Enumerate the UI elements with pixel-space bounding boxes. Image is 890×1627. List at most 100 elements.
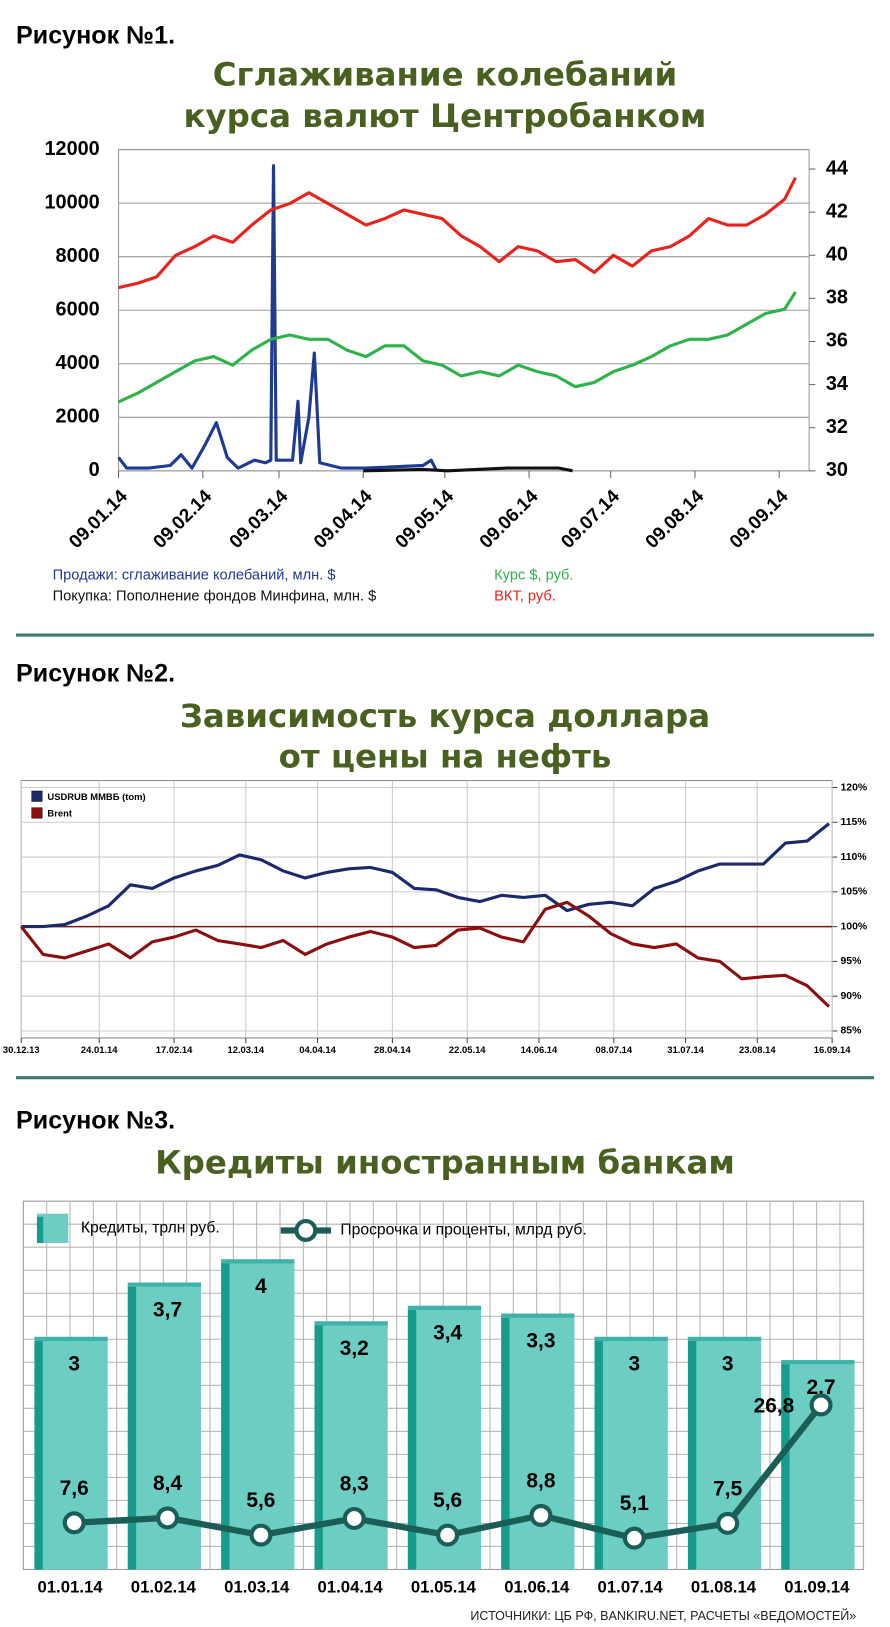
figure-label: Рисунок №3. [16, 1106, 175, 1134]
legend-entry: Кредиты, трлн руб. [81, 1219, 220, 1236]
series-line [21, 822, 830, 929]
bar-side [781, 1364, 790, 1570]
x-tick-label: 01.09.14 [784, 1578, 850, 1597]
line-value-label: 7,6 [60, 1477, 89, 1500]
y-tick-label: 90% [841, 991, 863, 1002]
line-value-label: 5,6 [433, 1489, 462, 1512]
legend-entry: USDRUB ММВБ (tom) [47, 791, 145, 802]
legend-entry: Продажи: сглаживание колебаний, млн. $ [53, 567, 336, 583]
y-tick-label: 0 [89, 459, 100, 481]
figure-label: Рисунок №1. [16, 21, 175, 49]
chart-title: Зависимость курса доллара [180, 697, 710, 735]
legend-entry: ВКТ, руб. [494, 588, 556, 604]
bar-side [221, 1263, 230, 1570]
line-marker [62, 1511, 86, 1535]
line-marker [716, 1511, 740, 1535]
bar-side [34, 1341, 43, 1570]
line-marker [156, 1506, 180, 1530]
chart-title: от цены на нефть [279, 738, 612, 776]
x-tick-label: 01.03.14 [224, 1578, 290, 1597]
figure-label: Рисунок №2. [16, 660, 175, 688]
bar-value-label: 4 [255, 1275, 267, 1298]
line-marker [622, 1526, 646, 1550]
line-marker [809, 1393, 833, 1417]
legend-entry: Курс $, руб. [494, 567, 573, 583]
legend-entry: Brent [47, 808, 72, 819]
y2-tick-label: 36 [826, 330, 848, 352]
bar-top [687, 1336, 762, 1342]
bar-top [127, 1282, 202, 1287]
chart-title: Кредиты иностранным банкам [155, 1144, 735, 1182]
bar-value-label: 2,7 [806, 1376, 835, 1399]
y2-tick-label: 32 [826, 416, 848, 438]
bar [501, 1313, 575, 1570]
x-tick-label: 23.08.14 [739, 1044, 776, 1055]
bar-top [501, 1313, 575, 1318]
x-tick-label: 31.07.14 [667, 1044, 704, 1055]
bar-value-label: 3,4 [433, 1322, 462, 1345]
bar-value-label: 3 [722, 1353, 734, 1376]
bar-top [314, 1321, 388, 1326]
x-tick-label: 08.07.14 [596, 1044, 633, 1055]
bar-value-label: 3,7 [153, 1298, 182, 1321]
series-line [117, 164, 439, 472]
plot-frame [20, 780, 833, 1039]
legend-swatch [36, 1216, 44, 1244]
y-tick-label: 10000 [44, 191, 99, 213]
legend-entry: Просрочка и проценты, млрд руб. [340, 1222, 586, 1239]
series-line [118, 176, 797, 290]
y-tick-label: 85% [841, 1026, 863, 1037]
line-value-label: 8,3 [340, 1473, 369, 1496]
bar-top [34, 1336, 108, 1342]
bar [221, 1259, 295, 1570]
x-tick-label: 30.12.13 [3, 1044, 40, 1055]
y-tick-label: 95% [841, 956, 863, 967]
legend-swatch [31, 790, 43, 802]
y-tick-label: 12000 [44, 138, 99, 160]
y2-tick-label: 38 [826, 287, 848, 309]
x-tick-label: 22.05.14 [449, 1044, 486, 1055]
line-value-label: 26,8 [754, 1395, 795, 1418]
bar-value-label: 3 [629, 1353, 641, 1376]
y2-tick-label: 42 [826, 200, 848, 222]
bar-side [127, 1286, 137, 1570]
y-tick-label: 4000 [56, 352, 100, 374]
line-value-label: 8,4 [153, 1472, 182, 1495]
y2-tick-label: 30 [826, 459, 848, 481]
chart-title: Сглаживание колебаний [213, 55, 678, 93]
bar-side [594, 1341, 603, 1570]
y-tick-label: 115% [841, 817, 868, 828]
y2-tick-label: 44 [826, 157, 848, 179]
y-tick-label: 120% [841, 782, 868, 793]
x-tick-label: 01.06.14 [504, 1578, 570, 1597]
x-tick-label: 14.06.14 [521, 1044, 558, 1055]
line-marker [249, 1523, 273, 1547]
series-line [363, 466, 573, 473]
x-tick-label: 01.05.14 [411, 1578, 477, 1597]
series-line [20, 900, 831, 1008]
line-marker [342, 1506, 366, 1531]
bar-value-label: 3,3 [526, 1329, 555, 1352]
x-tick-label: 01.07.14 [598, 1578, 664, 1597]
bar-side [687, 1341, 697, 1570]
x-tick-label: 16.09.14 [814, 1044, 851, 1055]
line-value-label: 7,5 [713, 1477, 742, 1500]
x-tick-label: 24.01.14 [81, 1044, 118, 1055]
x-tick-label: 28.04.14 [374, 1044, 411, 1055]
bar-side [407, 1310, 417, 1570]
legend-swatch [294, 1218, 318, 1242]
bar-value-label: 3,2 [340, 1337, 369, 1360]
x-tick-label: 01.02.14 [131, 1578, 197, 1597]
x-tick-label: 01.04.14 [318, 1578, 384, 1597]
y-tick-label: 8000 [56, 245, 100, 267]
series-line [117, 291, 797, 404]
x-tick-label: 01.08.14 [691, 1578, 757, 1597]
bar-value-label: 3 [68, 1353, 80, 1376]
legend-swatch [31, 807, 43, 819]
source: ИСТОЧНИКИ: ЦБ РФ, BANKIRU.NET, РАСЧЕТЫ «… [470, 1608, 856, 1623]
bar-top [781, 1360, 855, 1365]
line-marker [529, 1503, 553, 1527]
x-tick-label: 17.02.14 [156, 1044, 193, 1055]
y-tick-label: 105% [841, 887, 868, 898]
